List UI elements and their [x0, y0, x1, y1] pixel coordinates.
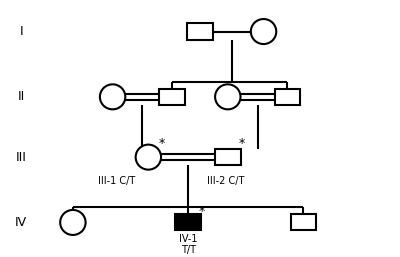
Text: IV: IV — [15, 216, 27, 229]
Text: III: III — [16, 151, 27, 164]
FancyBboxPatch shape — [160, 89, 185, 105]
Text: III-2 C/T: III-2 C/T — [207, 176, 244, 186]
Text: I: I — [20, 25, 23, 38]
Text: *: * — [199, 205, 205, 218]
FancyBboxPatch shape — [275, 89, 300, 105]
Ellipse shape — [251, 19, 276, 44]
Ellipse shape — [136, 145, 161, 170]
Ellipse shape — [215, 84, 240, 109]
FancyBboxPatch shape — [215, 149, 240, 165]
Text: IV-1: IV-1 — [179, 234, 197, 244]
Text: T/T: T/T — [180, 245, 196, 255]
Text: *: * — [238, 137, 245, 150]
FancyBboxPatch shape — [187, 23, 213, 40]
Text: *: * — [159, 137, 165, 150]
FancyBboxPatch shape — [290, 214, 316, 231]
Ellipse shape — [60, 210, 86, 235]
Text: II: II — [18, 90, 25, 103]
Text: III-1 C/T: III-1 C/T — [98, 176, 135, 186]
FancyBboxPatch shape — [175, 214, 201, 231]
Ellipse shape — [100, 84, 125, 109]
